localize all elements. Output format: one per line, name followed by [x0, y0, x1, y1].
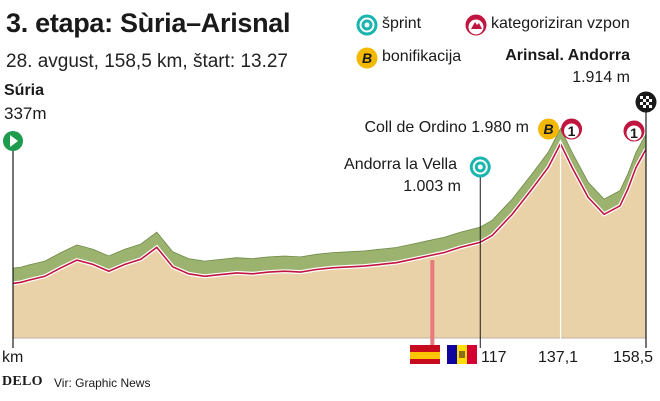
legend-sprint-icon-dot	[364, 22, 370, 28]
x-tick-label: 137,1	[538, 349, 579, 366]
marker-layer: BB 1 1	[3, 14, 657, 364]
start-location-name: Súria	[4, 82, 45, 99]
finish-flag-square	[646, 96, 649, 99]
climb-marker-finish-icon-category: 1	[630, 125, 638, 141]
profile-area	[13, 143, 646, 338]
finish-flag-square	[640, 102, 643, 105]
sprint-marker-icon-dot	[477, 164, 483, 170]
stage-subtitle: 28. avgust, 158,5 km, štart: 13.27	[6, 51, 288, 72]
bonus-marker-icon-letter: B	[543, 121, 553, 137]
andorra-flag-icon	[447, 345, 457, 364]
climb-marker-ordino-icon-category: 1	[568, 123, 576, 139]
start-icon-arrow	[10, 135, 18, 147]
finish-flag-square	[649, 105, 652, 108]
ordino-annotation: Coll de Ordino 1.980 m	[364, 119, 529, 136]
finish-elevation: 1.914 m	[572, 69, 630, 86]
spain-flag-stripe	[410, 359, 440, 364]
legend-sprint-icon-ring	[359, 17, 375, 33]
andorra-flag-emblem	[459, 351, 465, 358]
legend-sprint-label: šprint	[382, 15, 422, 32]
x-tick-label: 158,5	[613, 349, 654, 366]
finish-location-name: Arinsal. Andorra	[505, 47, 630, 64]
delo-logo: DELO	[2, 374, 43, 389]
finish-flag-square	[649, 99, 652, 102]
start-elevation: 337m	[4, 104, 47, 123]
profile-layer	[12, 112, 648, 348]
legend-bonus-icon-letter: B	[362, 50, 372, 66]
page-title: 3. etapa: Sùria–Arisnal	[6, 8, 291, 38]
x-tick-label: 117	[481, 349, 507, 366]
spain-flag-icon	[410, 345, 440, 352]
finish-flag-square	[646, 102, 649, 105]
climb-marker-ordino-icon-inner	[564, 123, 580, 139]
andorra-la-vella-elevation: 1.003 m	[403, 178, 461, 195]
andorra-flag-stripe	[467, 345, 477, 364]
legend-climb-label: kategoriziran vzpon	[491, 15, 630, 32]
legend-climb-icon-mountain	[471, 22, 482, 29]
spain-flag-stripe	[410, 352, 440, 359]
finish-flag-square	[643, 105, 646, 108]
sprint-marker-icon-ring	[472, 159, 488, 175]
legend-bonus-label: bonifikacija	[382, 48, 462, 65]
finish-flag-square	[643, 99, 646, 102]
andorra-la-vella-name: Andorra la Vella	[344, 156, 457, 173]
bonus-marker-icon	[538, 118, 560, 140]
legend-bonus-icon	[356, 47, 378, 69]
climb-marker-finish-icon-inner	[626, 125, 642, 141]
x-tick-label: km	[2, 349, 24, 366]
finish-flag-square	[640, 96, 643, 99]
source-credit: Vir: Graphic News	[54, 376, 151, 390]
